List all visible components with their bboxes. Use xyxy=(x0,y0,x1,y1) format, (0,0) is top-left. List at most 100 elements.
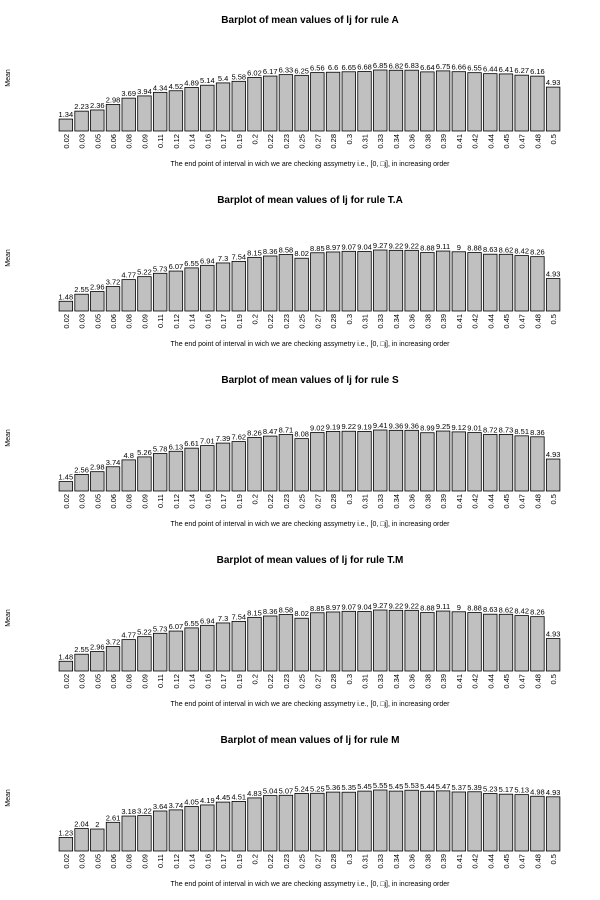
bar xyxy=(483,613,498,672)
x-tick-label: 0.34 xyxy=(392,854,401,869)
data-label: 6.94 xyxy=(200,616,215,625)
data-label: 5.25 xyxy=(310,784,325,793)
bar xyxy=(545,86,561,132)
x-tick-label: 0.31 xyxy=(361,494,370,509)
x-tick-label: 0.41 xyxy=(455,134,464,149)
bar xyxy=(121,815,136,852)
x-tick-label: 0.11 xyxy=(156,854,165,868)
chart-panel-1: Barplot of mean values of lj for rule A M… xyxy=(5,15,561,168)
x-tick-label: 0.12 xyxy=(172,674,181,689)
bar xyxy=(263,75,278,132)
data-label: 4.93 xyxy=(546,630,561,639)
data-label: 8.15 xyxy=(247,608,262,617)
x-tick-label: 0.08 xyxy=(125,854,134,869)
bar xyxy=(467,252,482,312)
bar xyxy=(451,71,466,132)
x-tick-label: 0.36 xyxy=(408,854,417,869)
x-tick-label: 0.19 xyxy=(235,134,244,149)
bar xyxy=(404,429,419,492)
x-tick-label: 0.2 xyxy=(250,134,259,144)
x-axis-label: The end point of interval in wich we are… xyxy=(171,161,451,168)
data-label: 7.01 xyxy=(200,437,215,446)
bar xyxy=(514,255,529,312)
bar xyxy=(153,632,168,672)
x-tick-label: 0.33 xyxy=(376,314,385,329)
x-tick-label: 0.11 xyxy=(156,134,165,148)
x-tick-label: 0.47 xyxy=(518,494,527,509)
x-tick-label: 0.14 xyxy=(188,674,197,689)
bar xyxy=(231,80,246,132)
x-tick-label: 0.34 xyxy=(392,134,401,149)
bar xyxy=(373,429,388,492)
bar xyxy=(388,69,404,132)
bar xyxy=(215,622,231,672)
data-label: 9.07 xyxy=(341,602,356,611)
data-label: 5.07 xyxy=(279,786,294,795)
bar xyxy=(247,437,262,492)
x-tick-label: 0.39 xyxy=(439,854,448,869)
chart-title: Barplot of mean values of lj for rule M xyxy=(221,735,400,746)
x-tick-label: 0.33 xyxy=(376,134,385,149)
x-tick-label: 0.02 xyxy=(62,674,71,689)
data-label: 3.22 xyxy=(137,807,152,816)
data-label: 1.45 xyxy=(59,473,74,482)
data-label: 8.02 xyxy=(294,609,309,618)
data-label: 8.15 xyxy=(247,248,262,257)
x-tick-label: 0.3 xyxy=(345,674,354,684)
data-label: 8.42 xyxy=(514,607,529,616)
x-tick-label: 0.22 xyxy=(266,494,275,509)
x-tick-label: 0.31 xyxy=(361,134,370,149)
data-label: 6.44 xyxy=(483,65,498,74)
bar xyxy=(200,445,215,492)
x-tick-label: 0.09 xyxy=(140,494,149,509)
chart-panel-4: Barplot of mean values of lj for rule T.… xyxy=(5,555,561,708)
data-label: 6.68 xyxy=(357,63,372,72)
data-label: 5.37 xyxy=(452,783,467,792)
bar xyxy=(451,431,466,492)
x-tick-label: 0.05 xyxy=(93,314,102,329)
data-label: 7.62 xyxy=(231,433,246,442)
data-label: 1.48 xyxy=(59,292,74,301)
data-label: 8.26 xyxy=(247,428,262,437)
x-tick-label: 0.06 xyxy=(109,854,118,869)
x-tick-label: 0.42 xyxy=(471,134,480,149)
data-label: 6.13 xyxy=(169,442,184,451)
data-label: 4.34 xyxy=(153,83,168,92)
data-label: 3.94 xyxy=(137,87,152,96)
data-label: 6.27 xyxy=(514,66,529,75)
data-label: 4.93 xyxy=(546,788,561,797)
x-tick-label: 0.16 xyxy=(203,674,212,689)
data-label: 8.62 xyxy=(499,605,514,614)
data-label: 8.26 xyxy=(530,608,545,617)
bar xyxy=(451,611,466,672)
bar xyxy=(294,74,309,132)
x-tick-label: 0.09 xyxy=(140,314,149,329)
x-axis-label: The end point of interval in wich we are… xyxy=(171,521,451,528)
x-tick-label: 0.45 xyxy=(502,134,511,149)
x-tick-label: 0.42 xyxy=(471,674,480,689)
data-label: 5.73 xyxy=(153,264,168,273)
x-axis-label: The end point of interval in wich we are… xyxy=(171,701,451,708)
x-tick-label: 0.14 xyxy=(188,314,197,329)
bar xyxy=(435,790,451,852)
bar xyxy=(278,254,294,312)
bar xyxy=(467,612,482,672)
data-label: 7.3 xyxy=(218,614,228,623)
bar xyxy=(498,73,514,132)
x-tick-label: 0.27 xyxy=(313,854,322,869)
data-label: 4.93 xyxy=(546,78,561,87)
bar xyxy=(310,612,325,672)
x-tick-label: 0.38 xyxy=(423,134,432,149)
data-label: 5.78 xyxy=(153,445,168,454)
bar xyxy=(341,71,356,132)
bar xyxy=(530,436,545,492)
x-tick-label: 0.27 xyxy=(313,674,322,689)
bar xyxy=(153,272,168,312)
x-axis-label: The end point of interval in wich we are… xyxy=(171,341,451,348)
x-tick-label: 0.12 xyxy=(172,854,181,869)
x-tick-label: 0.2 xyxy=(250,854,259,864)
x-tick-label: 0.02 xyxy=(62,854,71,869)
x-tick-label: 0.3 xyxy=(345,854,354,864)
data-label: 9.02 xyxy=(310,424,325,433)
data-label: 2.04 xyxy=(74,820,89,829)
